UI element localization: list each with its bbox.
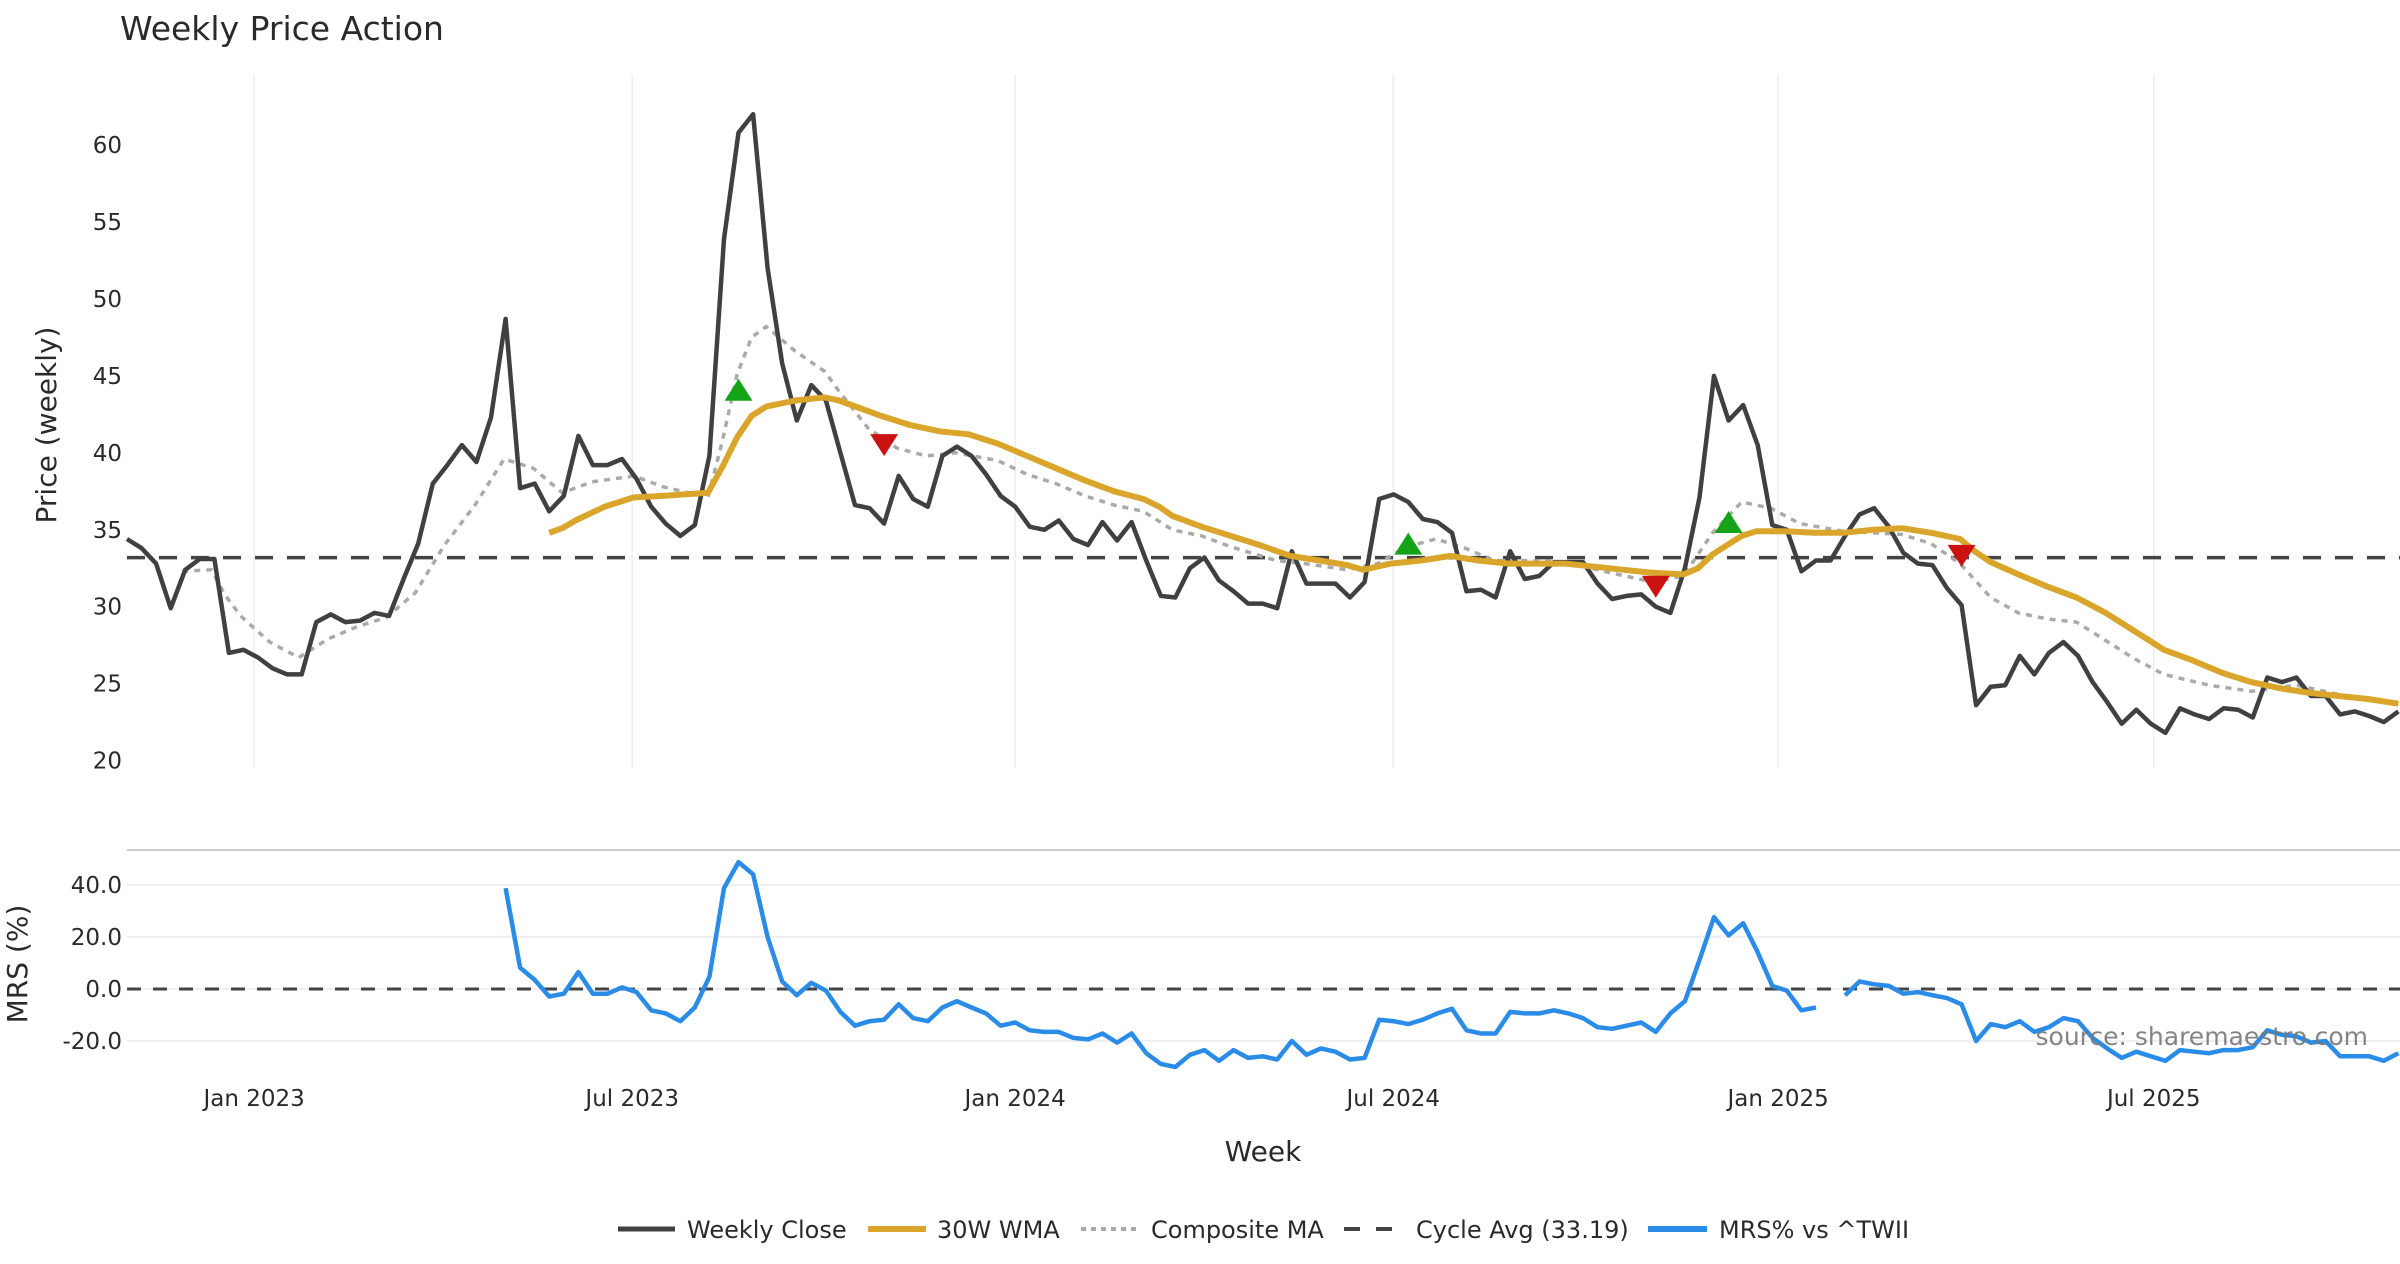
legend-item-wma[interactable]: 30W WMA: [868, 1216, 1060, 1244]
legend-label: 30W WMA: [937, 1216, 1060, 1244]
x-tick-label: Jul 2025: [2105, 1086, 2201, 1112]
price-axis-title: Price (weekly): [30, 327, 63, 524]
legend-label: Weekly Close: [687, 1216, 847, 1244]
legend-item-weekly-close[interactable]: Weekly Close: [618, 1216, 847, 1244]
buy-signal-marker: [724, 378, 753, 401]
sell-signal-marker: [870, 434, 899, 457]
sell-signal-marker: [1641, 575, 1670, 598]
mrs-y-tick-label: -20.0: [62, 1029, 122, 1055]
price-y-tick-label: 60: [93, 133, 122, 159]
price-y-tick-label: 50: [93, 287, 122, 313]
price-y-tick-label: 35: [93, 518, 122, 544]
price-y-tick-label: 55: [93, 210, 122, 236]
x-tick-label: Jan 2024: [963, 1086, 1066, 1112]
legend-label: Cycle Avg (33.19): [1416, 1216, 1629, 1244]
wma-30w-line: [548, 394, 2399, 707]
x-tick-label: Jul 2023: [583, 1086, 679, 1112]
chart-title: Weekly Price Action: [120, 9, 444, 48]
x-tick-label: Jan 2023: [201, 1086, 304, 1112]
price-y-tick-label: 30: [93, 595, 122, 621]
legend-label: MRS% vs ^TWII: [1719, 1216, 1909, 1244]
mrs-y-tick-label: 0.0: [85, 977, 122, 1003]
x-tick-label: Jul 2024: [1344, 1086, 1440, 1112]
x-axis-title: Week: [1225, 1135, 1302, 1168]
legend-item-cycle-avg[interactable]: Cycle Avg (33.19): [1344, 1216, 1629, 1244]
legend-label: Composite MA: [1151, 1216, 1324, 1244]
weekly-close-line: [125, 111, 2400, 736]
buy-signal-marker: [1394, 532, 1423, 555]
watermark: source: sharemaestro.com: [2036, 1022, 2369, 1051]
price-y-tick-label: 20: [93, 749, 122, 775]
legend-item-composite-ma[interactable]: Composite MA: [1081, 1216, 1324, 1244]
legend: Weekly Close 30W WMA Composite MA Cycle …: [618, 1216, 1909, 1244]
mrs-axis-title: MRS (%): [1, 905, 34, 1024]
price-y-tick-label: 25: [93, 672, 122, 698]
mrs-line: [503, 859, 2400, 1070]
price-y-tick-label: 45: [93, 364, 122, 390]
buy-signal-marker: [1714, 511, 1743, 534]
legend-item-mrs[interactable]: MRS% vs ^TWII: [1648, 1216, 1909, 1244]
mrs-y-tick-label: 40.0: [71, 873, 122, 899]
mrs-y-tick-label: 20.0: [71, 925, 122, 951]
price-y-tick-label: 40: [93, 441, 122, 467]
sell-signal-marker: [1947, 544, 1976, 567]
x-tick-label: Jan 2025: [1725, 1086, 1828, 1112]
